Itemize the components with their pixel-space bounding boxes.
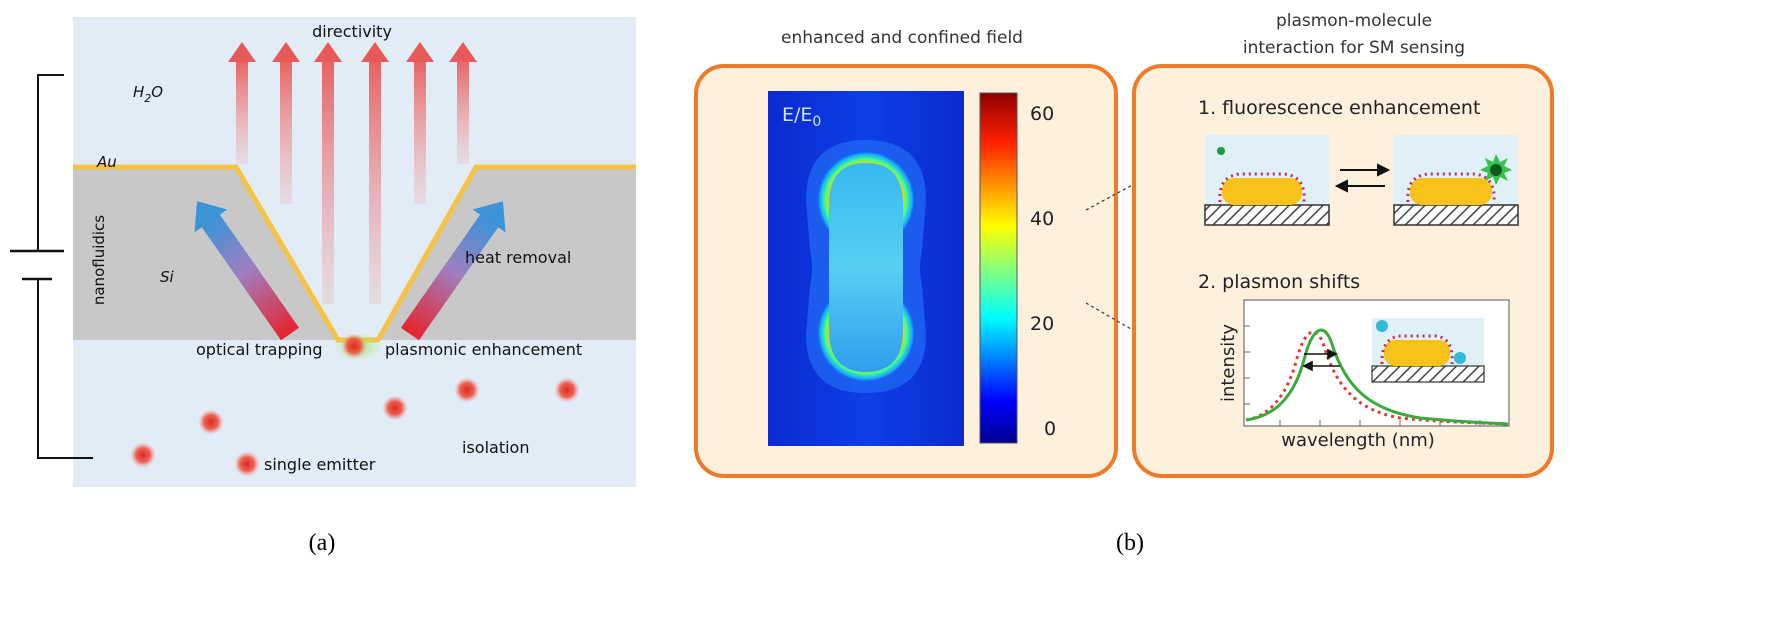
- interaction-title-line1: plasmon-molecule: [1276, 11, 1432, 31]
- isolation-label: isolation: [462, 438, 529, 457]
- fluorescence-before: [1204, 135, 1330, 226]
- nanofluidics-label: nanofluidics: [90, 215, 108, 305]
- emitter-dot: [454, 377, 480, 403]
- bound-molecule: [1490, 164, 1502, 176]
- spectrum-after: [1245, 328, 1509, 426]
- plasmonic-enhancement-label: plasmonic enhancement: [385, 340, 582, 359]
- plot-xlabel: wavelength (nm): [1281, 430, 1435, 451]
- substrate-hatch: [1393, 204, 1519, 226]
- colorbar-gradient: [979, 92, 1018, 444]
- emitter-dot: [130, 442, 156, 468]
- emitter-dot: [234, 451, 260, 477]
- directivity-arrows: [228, 42, 477, 304]
- up-arrow: [449, 42, 477, 164]
- emitter-dot: [554, 377, 580, 403]
- panel-a: directivity H2O Au Si nanofluidics heat …: [10, 17, 636, 556]
- nanorod-icon: [1222, 178, 1302, 205]
- heat-removal-label: heat removal: [465, 248, 571, 267]
- nanorod-shape: [829, 163, 903, 372]
- plasmon-shift-plot: intensity wavelength (nm): [1218, 299, 1510, 451]
- equilibrium-arrows: [1334, 163, 1391, 193]
- shifts-label: 2. plasmon shifts: [1198, 271, 1360, 293]
- receptor-molecules: [1380, 334, 1454, 365]
- panel-b: enhanced and confined field plasmon-mole…: [694, 11, 1554, 556]
- colorbar-tick: 0: [1044, 418, 1056, 440]
- single-emitter-label: single emitter: [264, 455, 376, 474]
- up-arrow: [406, 42, 434, 204]
- colorbar-tick: 20: [1030, 313, 1054, 335]
- colorbar: 60 40 20 0: [979, 92, 1056, 444]
- field-ratio-label: E/E0: [782, 104, 821, 130]
- h2o-label: H2O: [133, 83, 163, 105]
- colorbar-tick: 40: [1030, 208, 1054, 230]
- analyte-molecule: [1454, 352, 1466, 364]
- shift-arrows: [1302, 348, 1340, 372]
- nanorod-icon: [1384, 340, 1450, 366]
- colorbar-tick: 60: [1030, 103, 1054, 125]
- fluorescence-after: [1393, 135, 1519, 226]
- free-molecule: [1217, 147, 1225, 155]
- circuit-line: [10, 74, 93, 459]
- nanorod-icon: [1410, 178, 1492, 205]
- receptor-molecules: [1406, 172, 1496, 203]
- plot-ylabel: intensity: [1218, 324, 1239, 402]
- field-title: enhanced and confined field: [781, 28, 1023, 48]
- heat-removal-arrow: [400, 201, 506, 341]
- fluorescence-label: 1. fluorescence enhancement: [1198, 97, 1480, 119]
- analyte-molecule: [1376, 320, 1388, 332]
- panel-a-caption: (a): [309, 530, 336, 556]
- panel-b-caption: (b): [1116, 530, 1144, 556]
- receptor-molecules: [1218, 172, 1306, 203]
- substrate-hatch: [1371, 365, 1485, 383]
- directivity-label: directivity: [312, 22, 392, 41]
- interaction-title-line2: interaction for SM sensing: [1243, 38, 1465, 58]
- up-arrow: [314, 42, 342, 304]
- substrate-hatch: [1204, 204, 1330, 226]
- up-arrow: [361, 42, 389, 304]
- si-label: Si: [160, 268, 175, 286]
- emitter-dot: [198, 409, 224, 435]
- up-arrow: [272, 42, 300, 204]
- emitter-dot: [382, 395, 408, 421]
- au-label: Au: [96, 153, 117, 171]
- field-map: E/E0: [768, 91, 964, 446]
- trapped-emitter: [341, 333, 367, 359]
- up-arrow: [228, 42, 256, 164]
- optical-trapping-label: optical trapping: [196, 340, 323, 359]
- optical-trapping-arrow: [194, 201, 300, 341]
